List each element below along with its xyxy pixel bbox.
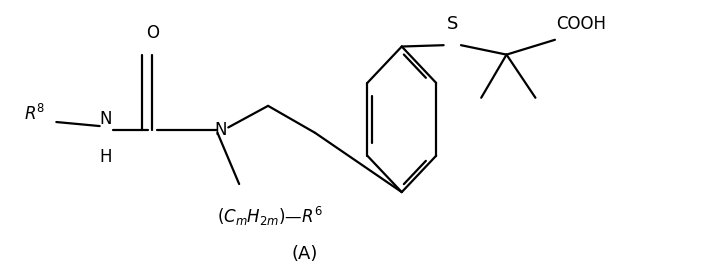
Text: N: N (99, 110, 111, 128)
Text: $(C_mH_{2m})$—$R^6$: $(C_mH_{2m})$—$R^6$ (217, 205, 324, 228)
Text: S: S (447, 15, 458, 33)
Text: H: H (99, 148, 111, 166)
Text: O: O (146, 24, 159, 42)
Text: (A): (A) (291, 245, 317, 263)
Text: N: N (215, 121, 227, 139)
Text: $R^{8}$: $R^{8}$ (24, 104, 46, 124)
Text: COOH: COOH (556, 15, 606, 33)
